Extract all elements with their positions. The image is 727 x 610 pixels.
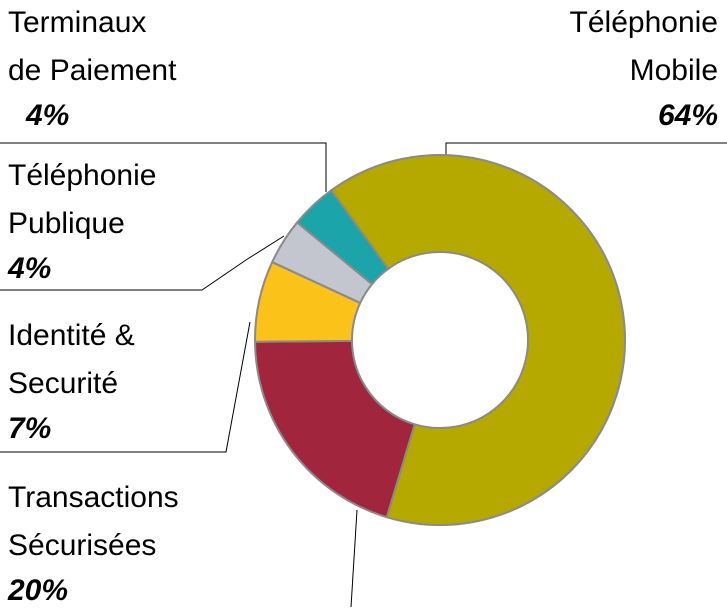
leader-line <box>0 235 285 291</box>
donut-slice <box>329 154 626 526</box>
value-label: 64% <box>658 99 718 132</box>
slice-label: Securité <box>8 367 118 400</box>
slice-label: Transactions <box>8 481 179 514</box>
leader-lines <box>0 142 727 608</box>
value-label: 4% <box>25 99 69 132</box>
slice-label: de Paiement <box>8 54 177 87</box>
donut-slice <box>253 339 416 519</box>
slice-label: Publique <box>8 207 125 240</box>
value-label: 20% <box>7 574 68 607</box>
slice-label: Téléphonie <box>8 159 156 192</box>
leader-line <box>350 509 358 608</box>
slice-label: Téléphonie <box>570 6 718 39</box>
slice-label: Sécurisées <box>8 529 156 562</box>
donut-slice <box>295 188 390 286</box>
slice-label: Identité & <box>8 319 135 352</box>
leader-line <box>445 142 727 158</box>
value-label: 7% <box>8 412 51 445</box>
slice-label: Terminaux <box>8 6 146 39</box>
value-label: 4% <box>7 252 51 285</box>
slice-label: Mobile <box>630 54 718 87</box>
leader-line <box>0 321 251 453</box>
leader-line <box>0 142 327 192</box>
